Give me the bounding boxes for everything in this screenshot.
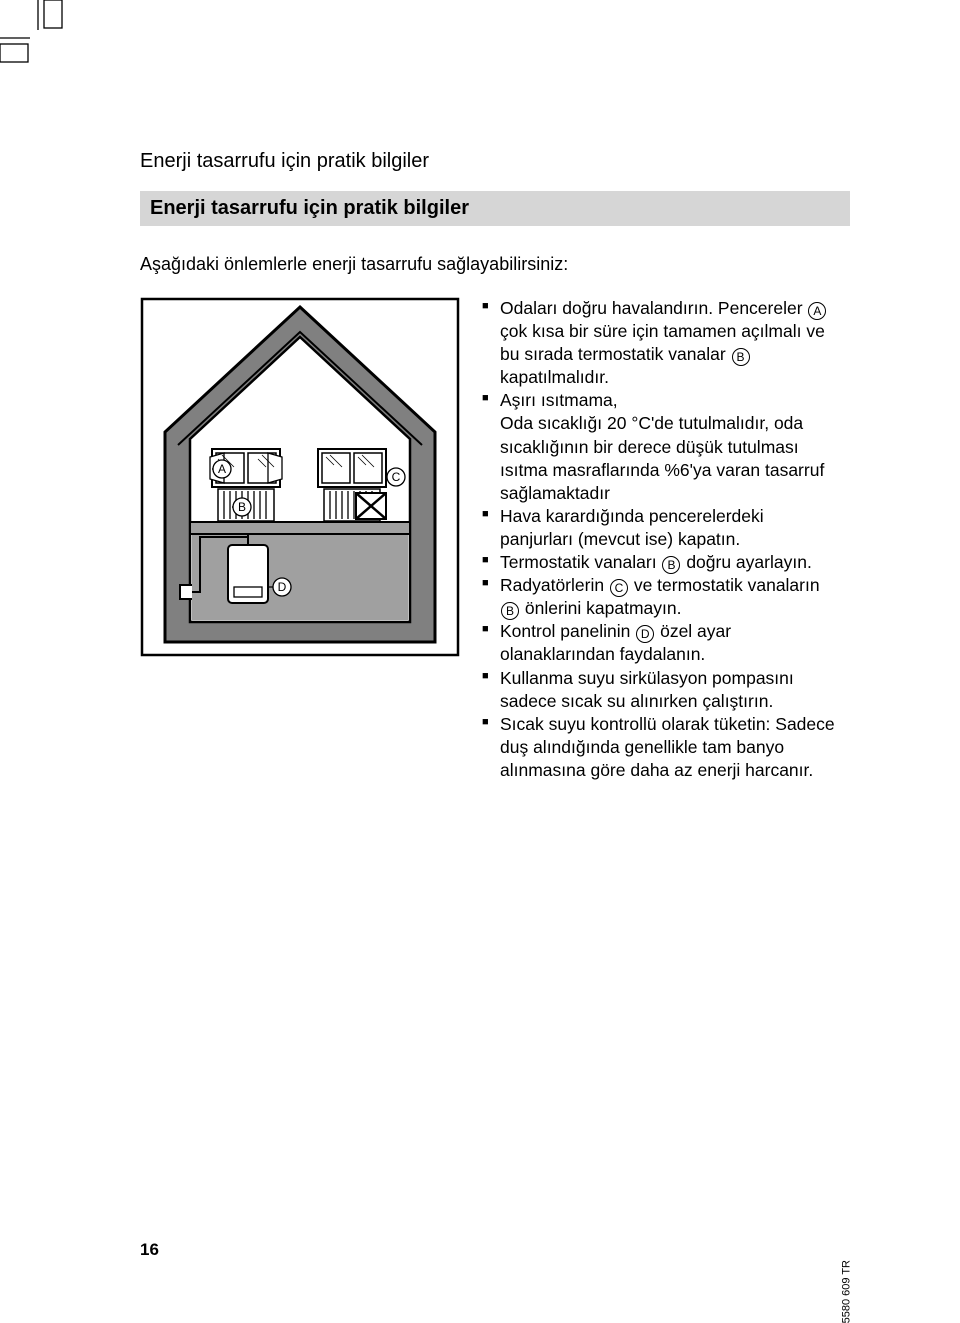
bullet-text: Kullanma suyu sirkülasyon pompasını sade… — [500, 668, 794, 711]
diagram-label-b: B — [238, 500, 246, 514]
bullet-item: Aşırı ısıtmama, Oda sıcaklığı 20 °C'de t… — [482, 389, 840, 504]
page-number: 16 — [140, 1240, 159, 1260]
bullet-item: Odaları doğru havalandırın. Pencereler A… — [482, 297, 840, 389]
bullet-text: Termostatik vanaları — [500, 552, 661, 572]
bullet-item: Termostatik vanaları B doğru ayarlayın. — [482, 551, 840, 574]
label-ref-c: C — [610, 579, 628, 597]
house-diagram: A B C D — [140, 297, 460, 657]
bullet-item: Sıcak suyu kontrollü olarak tüketin: Sad… — [482, 713, 840, 782]
section-heading: Enerji tasarrufu için pratik bilgiler — [140, 150, 840, 173]
bullet-text: Radyatörlerin — [500, 575, 609, 595]
label-ref-d: D — [636, 625, 654, 643]
bullet-text: doğru ayarlayın. — [681, 552, 811, 572]
bullet-text: Aşırı ısıtmama, — [500, 390, 618, 410]
bullet-item: Kontrol panelinin D özel ayar olanakları… — [482, 620, 840, 666]
bullet-text: çok kısa bir süre için tamamen açılmalı … — [500, 321, 825, 364]
label-ref-b: B — [662, 556, 680, 574]
bullet-text: Sıcak suyu kontrollü olarak tüketin: Sad… — [500, 714, 835, 780]
section-heading-bar: Enerji tasarrufu için pratik bilgiler — [140, 191, 850, 226]
bullet-item: Kullanma suyu sirkülasyon pompasını sade… — [482, 667, 840, 713]
diagram-label-a: A — [218, 462, 226, 476]
label-ref-b: B — [501, 602, 519, 620]
bullet-item: Radyatörlerin C ve termostatik vanaların… — [482, 574, 840, 620]
label-ref-b: B — [732, 348, 750, 366]
bullet-text: Odaları doğru havalandırın. Pencereler — [500, 298, 807, 318]
label-ref-a: A — [808, 302, 826, 320]
bullet-text: önlerini kapatmayın. — [520, 598, 681, 618]
diagram-label-c: C — [392, 470, 401, 484]
diagram-column: A B C D — [140, 297, 460, 782]
bullet-column: Odaları doğru havalandırın. Pencereler A… — [482, 297, 840, 782]
bullet-text: Oda sıcaklığı 20 °C'de tutulmalıdır, oda… — [500, 413, 824, 502]
document-code: 5580 609 TR — [840, 1260, 852, 1323]
diagram-label-d: D — [278, 580, 287, 594]
bullet-text: Kontrol panelinin — [500, 621, 635, 641]
bullet-text: ve termostatik vanaların — [629, 575, 820, 595]
intro-text: Aşağıdaki önlemlerle enerji tasarrufu sa… — [140, 254, 840, 275]
bullet-text: kapatılmalıdır. — [500, 367, 609, 387]
bullet-item: Hava karardığında pencerelerdeki panjurl… — [482, 505, 840, 551]
bullet-text: Hava karardığında pencerelerdeki panjurl… — [500, 506, 764, 549]
